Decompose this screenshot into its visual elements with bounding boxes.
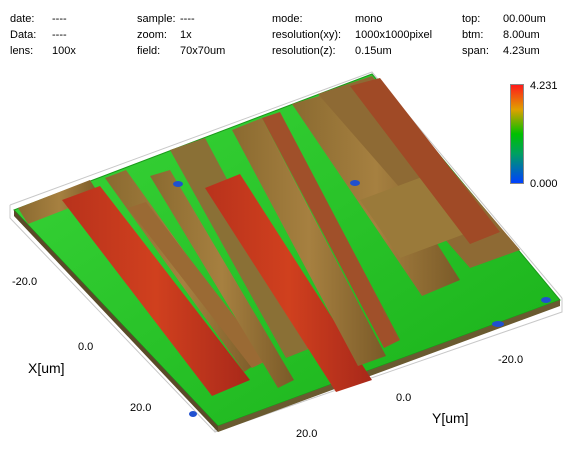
- lens-value: 100x: [52, 45, 76, 57]
- mode-value: mono: [355, 13, 383, 25]
- top-value: 00.00um: [503, 13, 546, 25]
- colorbar-min-label: 0.000: [530, 178, 558, 190]
- resolution-z-label: resolution(z):: [272, 45, 336, 57]
- y-tick-neg20: -20.0: [498, 354, 524, 366]
- span-value: 4.23um: [503, 45, 540, 57]
- field-label: field:: [137, 45, 161, 57]
- date-label: date:: [10, 13, 35, 25]
- span-label: span:: [462, 45, 489, 57]
- y-tick-0: 0.0: [396, 392, 412, 404]
- date-value: ----: [52, 13, 67, 25]
- stripe-7: [232, 118, 386, 366]
- stripe-6: [205, 174, 372, 392]
- low-spots: [173, 180, 551, 417]
- resolution-xy-value: 1000x1000pixel: [355, 29, 433, 41]
- data-label: Data:: [10, 29, 37, 41]
- surface-right-wall: [218, 300, 560, 432]
- low-spot: [173, 181, 183, 187]
- zoom-label: zoom:: [137, 29, 167, 41]
- btm-label: btm:: [462, 29, 484, 41]
- resolution-z-value: 0.15um: [355, 45, 392, 57]
- y-axis-title: Y[um]: [432, 410, 469, 426]
- colorbar-gradient: [510, 84, 524, 184]
- x-axis-title: X[um]: [28, 360, 65, 376]
- surface-front-wall: [14, 210, 218, 432]
- resolution-xy-label: resolution(xy):: [272, 29, 342, 41]
- stripe-structures: [18, 76, 520, 396]
- stripe-12: [350, 78, 500, 244]
- x-tick-0: 0.0: [78, 341, 94, 353]
- stripe-1: [62, 186, 250, 396]
- x-tick-neg20: -20.0: [12, 276, 38, 288]
- stripe-left-pad: [18, 180, 100, 224]
- btm-value: 8.00um: [503, 29, 540, 41]
- zoom-value: 1x: [180, 29, 192, 41]
- sample-value: ----: [180, 13, 195, 25]
- x-tick-20: 20.0: [130, 402, 152, 414]
- colorbar-max-label: 4.231: [530, 80, 558, 92]
- sample-label: sample:: [137, 13, 176, 25]
- field-value: 70x70um: [180, 45, 226, 57]
- y-tick-20: 20.0: [296, 428, 318, 440]
- data-value: ----: [52, 29, 67, 41]
- low-spot: [541, 297, 551, 303]
- stripe-8: [262, 112, 400, 348]
- stripe-4: [150, 170, 294, 388]
- top-label: top:: [462, 13, 481, 25]
- low-spot: [492, 321, 504, 327]
- stripe-3: [128, 202, 268, 368]
- low-spot: [189, 411, 197, 417]
- mode-label: mode:: [272, 13, 303, 25]
- box-back-edge: [9, 71, 563, 299]
- lens-label: lens:: [10, 45, 34, 57]
- low-spot: [350, 180, 360, 186]
